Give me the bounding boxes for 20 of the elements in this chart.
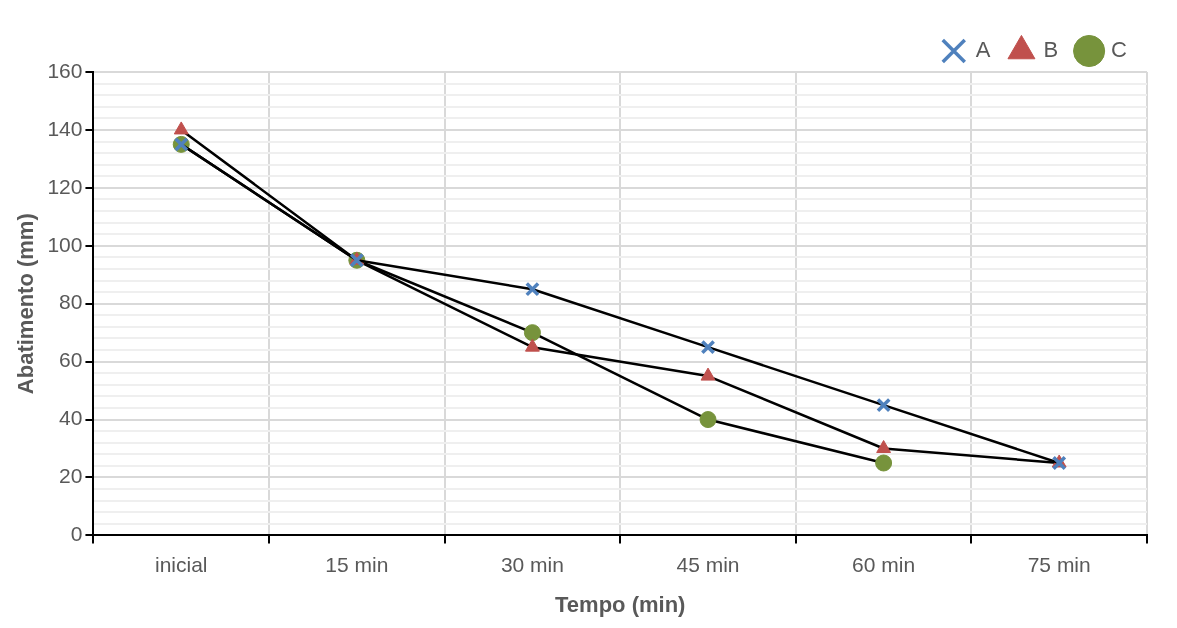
y-tick-label: 140 <box>47 116 83 140</box>
legend-label: B <box>1043 37 1059 63</box>
legend-label: C <box>1111 37 1128 63</box>
x-axis-title: Tempo (min) <box>555 591 686 617</box>
y-tick-label: 60 <box>59 348 83 372</box>
y-tick-label: 40 <box>59 406 83 430</box>
y-axis-title: Abatimento (mm) <box>13 213 39 395</box>
x-tick-label: 30 min <box>500 552 564 576</box>
x-tick-label: 15 min <box>325 552 389 576</box>
x-tick-label: 45 min <box>676 552 740 576</box>
y-tick-label: 120 <box>47 174 83 198</box>
y-tick-label: 100 <box>47 232 83 256</box>
legend-label: A <box>975 37 991 63</box>
y-tick-label: 80 <box>59 290 83 314</box>
y-tick-label: 160 <box>47 58 83 82</box>
y-tick-label: 0 <box>70 522 83 546</box>
x-tick-label: 60 min <box>852 552 916 576</box>
x-tick-label: inicial <box>154 552 208 576</box>
x-tick-label: 75 min <box>1027 552 1091 576</box>
y-tick-label: 20 <box>59 464 83 488</box>
